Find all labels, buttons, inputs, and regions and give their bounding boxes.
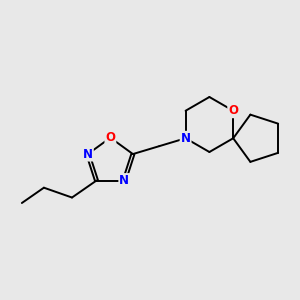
Text: N: N: [181, 132, 190, 145]
Text: N: N: [119, 174, 129, 187]
Text: N: N: [83, 148, 93, 160]
Text: O: O: [228, 104, 238, 117]
Text: O: O: [105, 131, 116, 144]
